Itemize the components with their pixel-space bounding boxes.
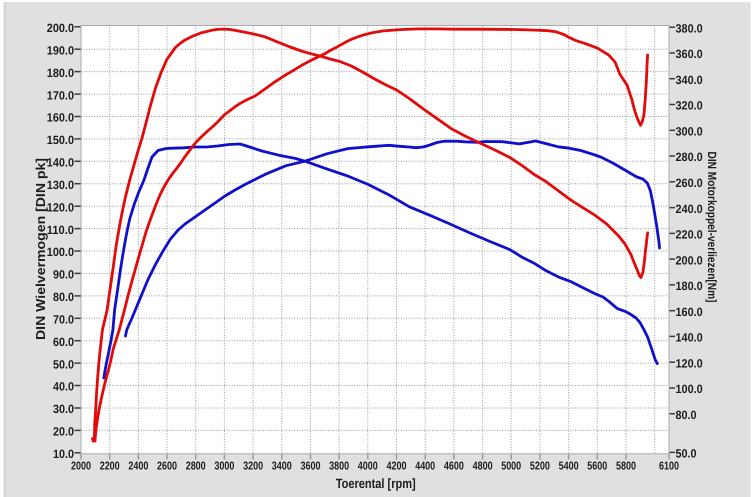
svg-text:DIN Wielvermogen [DIN pk]: DIN Wielvermogen [DIN pk] xyxy=(33,158,48,340)
svg-text:Toerental [rpm]: Toerental [rpm] xyxy=(336,476,416,491)
svg-text:DIN Motorkoppel-verliezen[Nm]: DIN Motorkoppel-verliezen[Nm] xyxy=(705,152,719,303)
svg-text:200.0: 200.0 xyxy=(47,21,74,35)
svg-text:3200: 3200 xyxy=(243,461,263,473)
svg-text:2600: 2600 xyxy=(157,461,177,473)
svg-text:100.0: 100.0 xyxy=(676,382,703,396)
svg-text:220.0: 220.0 xyxy=(676,228,703,242)
svg-text:70.0: 70.0 xyxy=(53,313,74,327)
svg-text:300.0: 300.0 xyxy=(676,125,703,139)
svg-text:120.0: 120.0 xyxy=(676,356,703,370)
svg-text:50.0: 50.0 xyxy=(53,357,74,371)
svg-text:4200: 4200 xyxy=(387,461,407,473)
svg-text:380.0: 380.0 xyxy=(676,21,703,35)
svg-text:5200: 5200 xyxy=(530,461,550,473)
svg-text:240.0: 240.0 xyxy=(676,202,703,216)
svg-text:60.0: 60.0 xyxy=(53,335,74,349)
svg-text:160.0: 160.0 xyxy=(47,111,74,125)
svg-text:280.0: 280.0 xyxy=(676,150,703,164)
svg-text:20.0: 20.0 xyxy=(53,425,74,439)
svg-text:50.0: 50.0 xyxy=(676,447,697,461)
svg-text:90.0: 90.0 xyxy=(53,268,74,282)
svg-text:180.0: 180.0 xyxy=(47,66,74,80)
svg-text:190.0: 190.0 xyxy=(47,43,74,57)
svg-text:30.0: 30.0 xyxy=(53,402,74,416)
svg-text:5400: 5400 xyxy=(559,461,579,473)
svg-text:120.0: 120.0 xyxy=(47,200,74,214)
svg-text:3400: 3400 xyxy=(272,461,292,473)
svg-text:3600: 3600 xyxy=(301,461,321,473)
svg-text:4400: 4400 xyxy=(415,461,435,473)
svg-text:140.0: 140.0 xyxy=(676,331,703,345)
svg-text:360.0: 360.0 xyxy=(676,47,703,61)
svg-text:150.0: 150.0 xyxy=(47,133,74,147)
svg-text:5000: 5000 xyxy=(501,461,521,473)
svg-text:200.0: 200.0 xyxy=(676,253,703,267)
svg-text:2000: 2000 xyxy=(71,461,91,473)
svg-text:5600: 5600 xyxy=(587,461,607,473)
svg-text:260.0: 260.0 xyxy=(676,176,703,190)
svg-text:160.0: 160.0 xyxy=(676,305,703,319)
svg-text:4800: 4800 xyxy=(473,461,493,473)
svg-text:130.0: 130.0 xyxy=(47,178,74,192)
svg-text:180.0: 180.0 xyxy=(676,279,703,293)
svg-text:6100: 6100 xyxy=(659,461,679,473)
svg-text:4000: 4000 xyxy=(358,461,378,473)
svg-text:100.0: 100.0 xyxy=(47,245,74,259)
svg-text:2200: 2200 xyxy=(100,461,120,473)
svg-text:80.0: 80.0 xyxy=(53,290,74,304)
svg-text:40.0: 40.0 xyxy=(53,380,74,394)
svg-text:140.0: 140.0 xyxy=(47,156,74,170)
svg-text:80.0: 80.0 xyxy=(676,408,697,422)
svg-text:340.0: 340.0 xyxy=(676,73,703,87)
svg-text:3800: 3800 xyxy=(329,461,349,473)
svg-text:170.0: 170.0 xyxy=(47,88,74,102)
svg-text:3000: 3000 xyxy=(214,461,234,473)
svg-text:5800: 5800 xyxy=(616,461,636,473)
svg-text:2800: 2800 xyxy=(186,461,206,473)
svg-text:2400: 2400 xyxy=(128,461,148,473)
svg-text:110.0: 110.0 xyxy=(47,223,74,237)
svg-text:10.0: 10.0 xyxy=(53,447,74,461)
svg-text:4600: 4600 xyxy=(444,461,464,473)
svg-text:320.0: 320.0 xyxy=(676,99,703,113)
